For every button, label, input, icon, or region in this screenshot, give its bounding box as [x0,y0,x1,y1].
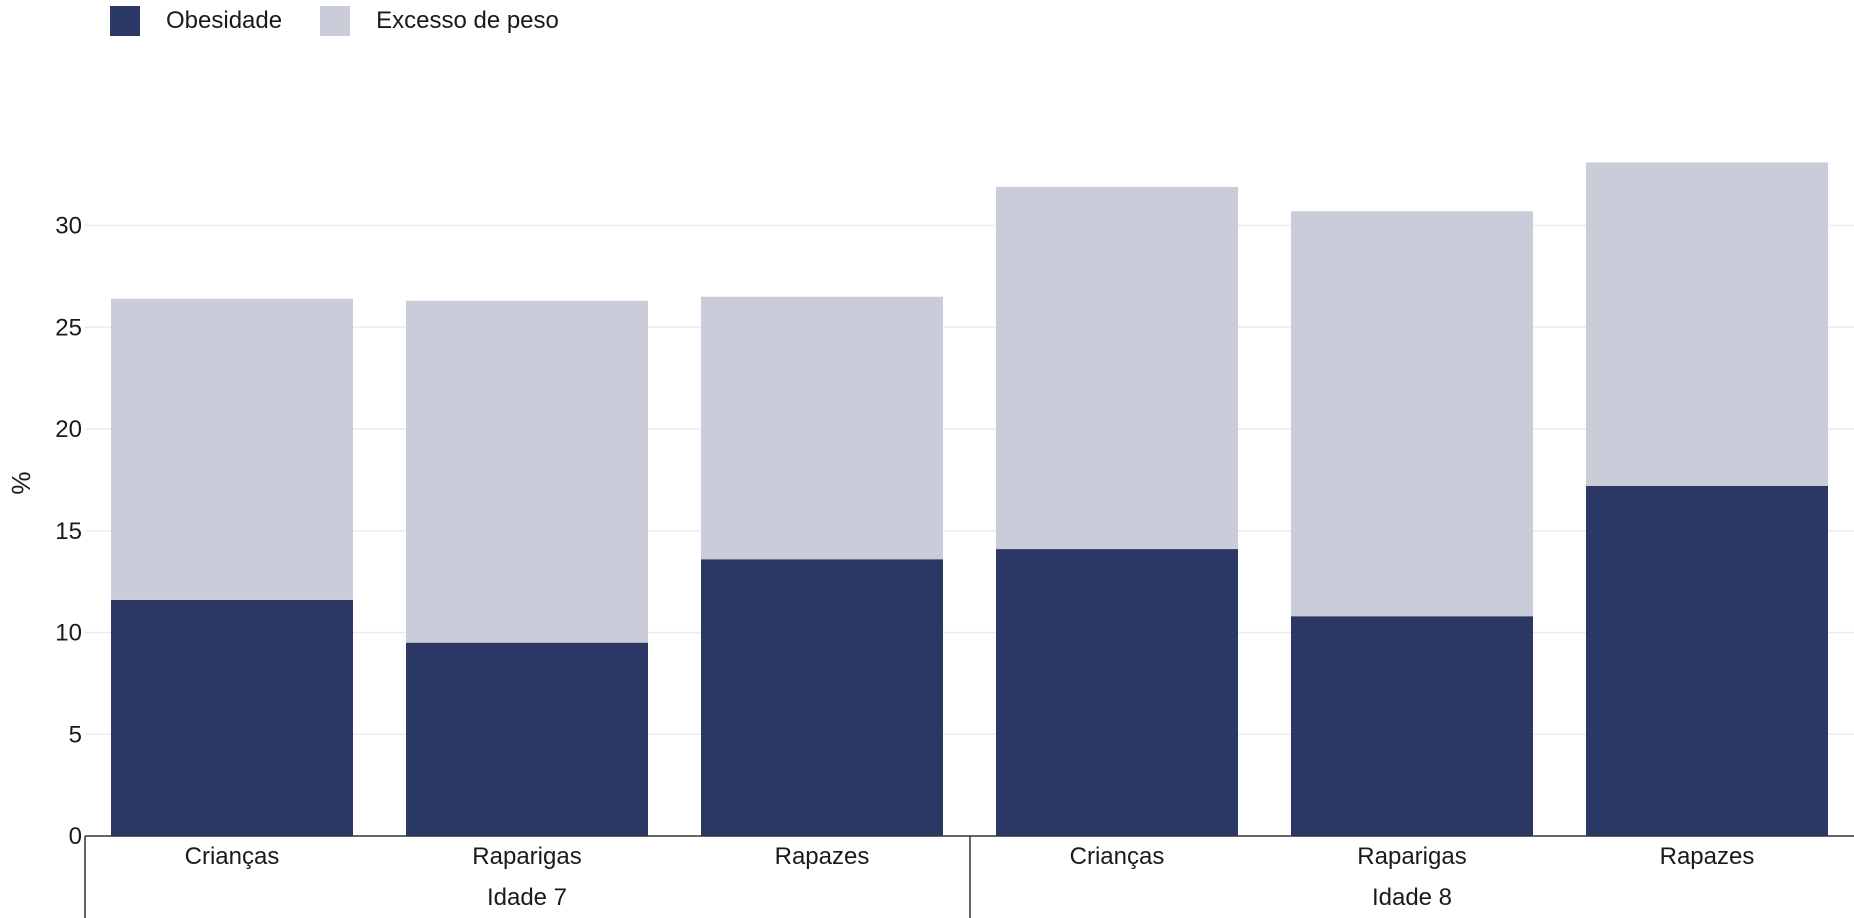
bar-obesidade [1586,485,1828,836]
y-tick-label: 10 [55,620,82,647]
y-tick-label: 25 [55,314,82,341]
bar-excesso-de-peso [111,298,353,600]
bar-excesso-de-peso [701,296,943,560]
bar-obesidade [1291,616,1533,836]
bar-obesidade [111,599,353,836]
legend-item-excesso-de-peso[interactable]: Excesso de peso [320,6,559,36]
legend-item-obesidade[interactable]: Obesidade [110,6,282,36]
group-label: Idade 8 [1372,884,1452,911]
bar-excesso-de-peso [406,300,648,643]
group-label: Idade 7 [487,884,567,911]
bar-obesidade [996,549,1238,836]
bar-excesso-de-peso [996,186,1238,550]
legend-label-obesidade: Obesidade [166,7,283,34]
legend-swatch-excesso-de-peso [320,6,351,36]
legend: Obesidade Excesso de peso [110,6,597,36]
x-tick-label: Crianças [1070,843,1165,870]
y-tick-label: 5 [69,721,82,748]
bar-excesso-de-peso [1586,162,1828,486]
x-tick-label: Raparigas [1357,843,1466,870]
legend-label-excesso-de-peso: Excesso de peso [376,7,559,34]
x-tick-label: Crianças [185,843,280,870]
y-axis-label: % [6,471,36,494]
bar-obesidade [406,642,648,836]
y-tick-label: 15 [55,518,82,545]
bar-excesso-de-peso [1291,211,1533,617]
legend-swatch-obesidade [110,6,140,36]
x-tick-label: Rapazes [1660,843,1755,870]
x-tick-label: Rapazes [775,843,870,870]
y-tick-label: 0 [69,823,82,850]
x-tick-label: Raparigas [472,843,581,870]
y-tick-label: 30 [55,213,82,240]
bar-obesidade [701,559,943,836]
y-tick-label: 20 [55,416,82,443]
